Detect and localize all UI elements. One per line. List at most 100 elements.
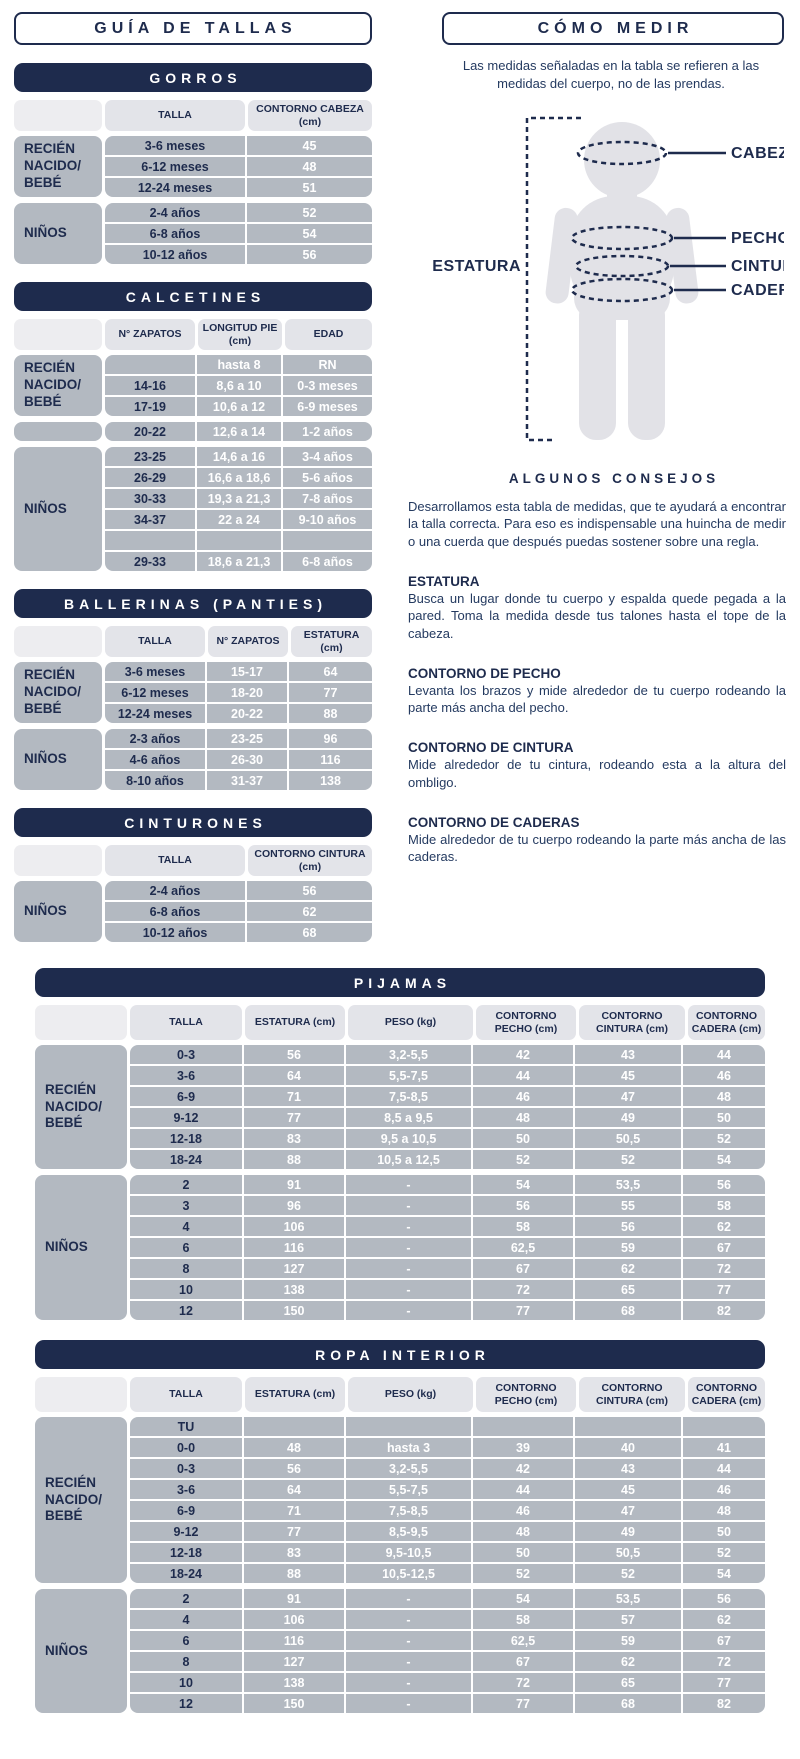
table-cell [105,531,195,550]
table-cell: 54 [473,1175,573,1194]
table-row: 3-6 meses 15-17 64 [105,662,372,681]
header-cells: TALLA CONTORNO CABEZA (cm) [105,100,372,131]
ropa_interior-section-title: ROPA INTERIOR [35,1340,765,1369]
table-cell: 106 [244,1217,344,1236]
table-cell: 10 [130,1673,242,1692]
corner-spacer [14,100,102,131]
table-cell: 68 [247,923,372,942]
table-cell: 46 [473,1501,573,1520]
child-silhouette [545,122,699,441]
gorros-section-title: GORROS [14,63,372,92]
table-row: 3-6 64 5,5-7,5 44 45 46 [130,1066,765,1085]
table-cell: 52 [247,203,372,222]
corner-spacer [35,1377,127,1412]
how-to-measure-column: CÓMO MEDIR Las medidas señaladas en la t… [406,12,800,948]
group-label: NIÑOS [35,1589,127,1713]
table-cell: 45 [575,1480,681,1499]
advice-section-pecho: CONTORNO DE PECHO Levanta los brazos y m… [408,666,786,717]
table-cell: 9-10 años [283,510,372,529]
table-cell: 77 [244,1108,344,1127]
cabeza-label: CABEZA [731,145,784,162]
table-cell: 23-25 [105,447,195,466]
gorros-column-headers: TALLA CONTORNO CABEZA (cm) [14,100,372,131]
table-cell: 15-17 [207,662,287,681]
measure-intro-text: Las medidas señaladas en la tabla se ref… [462,58,760,91]
table-cell: 88 [244,1150,344,1169]
table-cell: 3-6 [130,1480,242,1499]
table-cell: 56 [473,1196,573,1215]
table-cell: 116 [289,750,372,769]
table-row: 9-12 77 8,5 a 9,5 48 49 50 [130,1108,765,1127]
table-cell: 43 [575,1045,681,1064]
group-rows: 2-3 años 23-25 96 4-6 años 26-30 116 8-10 años… [105,729,372,790]
table-cell: 17-19 [105,397,195,416]
column-header: TALLA [130,1377,242,1412]
table-cell: 50,5 [575,1129,681,1148]
column-header: ESTATURA (cm) [291,626,372,657]
table-cell: 3,2-5,5 [346,1045,471,1064]
table-cell: 106 [244,1610,344,1629]
table-row [105,531,372,550]
table-cell: 48 [244,1438,344,1457]
column-header: TALLA [105,626,205,657]
column-header: CONTORNO CADERA (cm) [688,1377,765,1412]
table-row: 10-12 años 56 [105,245,372,264]
table-cell: 6-12 meses [105,157,245,176]
estatura-dashed-line [525,116,581,442]
table-cell: 56 [575,1217,681,1236]
cinturones-table: CINTURONES TALLA CONTORNO CINTURA (cm) NIÑO… [14,808,372,942]
table-cell: 52 [473,1150,573,1169]
group-rows: 3-6 meses 45 6-12 meses 48 12-24 meses 51 [105,136,372,197]
table-cell: 2 [130,1175,242,1194]
table-cell: 71 [244,1087,344,1106]
table-cell: 4-6 años [105,750,205,769]
advice-heading: ESTATURA [408,573,480,589]
table-cell: 22 a 24 [197,510,281,529]
table-cell: 82 [683,1694,765,1713]
table-cell: - [346,1652,471,1671]
table-cell: - [346,1238,471,1257]
table-cell: 40 [575,1438,681,1457]
corner-spacer [14,845,102,876]
table-cell: 44 [683,1045,765,1064]
table-cell: 62,5 [473,1631,573,1650]
group-label: NIÑOS [14,447,102,571]
ballerinas-section-title: BALLERINAS (PANTIES) [14,589,372,618]
group-label: RECIÉN NACIDO/ BEBÉ [35,1045,127,1169]
table-cell: 50 [683,1522,765,1541]
group-label: RECIÉN NACIDO/ BEBÉ [14,355,102,416]
table-cell: 83 [244,1129,344,1148]
column-header: N° ZAPATOS [208,626,288,657]
table-cell: 9,5 a 10,5 [346,1129,471,1148]
table-cell: 64 [244,1480,344,1499]
column-header: TALLA [105,100,245,131]
group-rows: TU 0-0 48 hasta 3 39 40 41 0-3 56 3,2-5,5 42 43 44 3-… [130,1417,765,1583]
group-label: RECIÉN NACIDO/ BEBÉ [14,662,102,723]
table-cell: 50 [473,1129,573,1148]
table-cell: 72 [683,1652,765,1671]
table-cell: 58 [473,1610,573,1629]
table-cell: 12-18 [130,1129,242,1148]
table-cell: 23-25 [207,729,287,748]
table-cell: 47 [575,1501,681,1520]
ropa_interior-column-headers: TALLA ESTATURA (cm) PESO (kg) CONTORNO PECH… [35,1377,765,1412]
ballerinas-column-headers: TALLA N° ZAPATOS ESTATURA (cm) [14,626,372,657]
calcetines-column-headers: N° ZAPATOS LONGITUD PIE (cm) EDAD [14,319,372,350]
table-cell: 10-12 años [105,245,245,264]
table-cell: 138 [289,771,372,790]
group-label: NIÑOS [14,729,102,790]
table-row: 0-3 56 3,2-5,5 42 43 44 [130,1045,765,1064]
table-row: 30-33 19,3 a 21,3 7-8 años [105,489,372,508]
table-cell: 62 [575,1652,681,1671]
table-cell: 26-29 [105,468,195,487]
table-cell: 91 [244,1589,344,1608]
table-cell: 127 [244,1259,344,1278]
table-row: 6-12 meses 18-20 77 [105,683,372,702]
table-cell: 71 [244,1501,344,1520]
measuring-advice: Desarrollamos esta tabla de medidas, que… [408,498,786,865]
table-cell: 0-0 [130,1438,242,1457]
table-cell: 31-37 [207,771,287,790]
column-header: CONTORNO CADERA (cm) [688,1005,765,1040]
table-row: 23-25 14,6 a 16 3-4 años [105,447,372,466]
table-cell: 77 [473,1694,573,1713]
